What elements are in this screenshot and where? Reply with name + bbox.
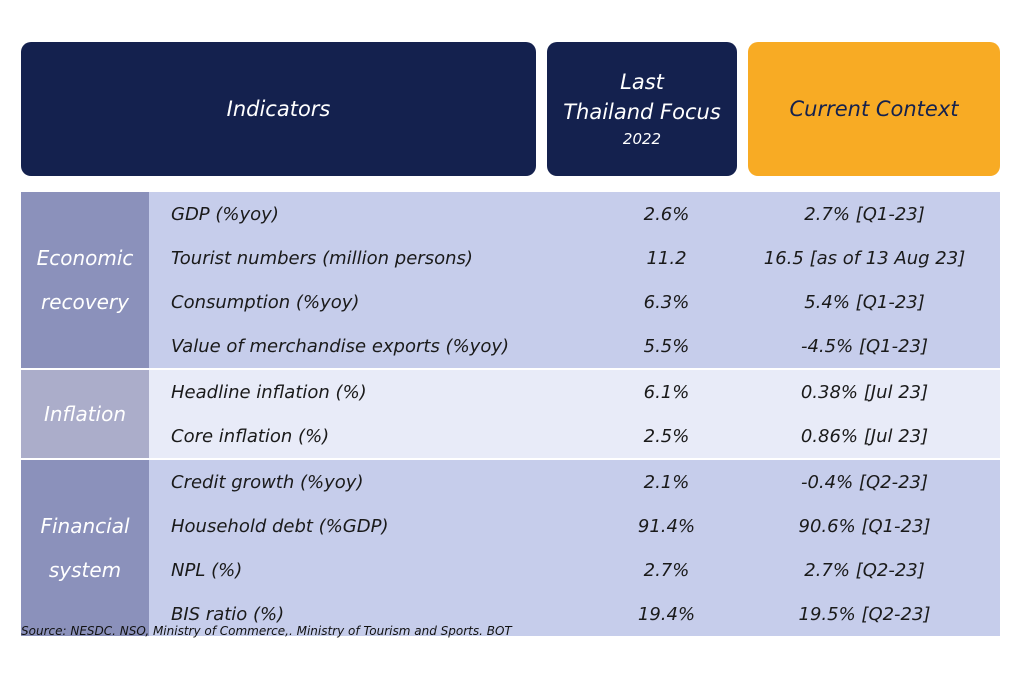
group-label: Economic recovery [21,192,149,368]
current-value-cell: 19.5% [Q2-23] [798,603,931,625]
current-value-cell: 2.7% [Q1-23] [804,203,925,225]
indicator-cell: Consumption (%yoy) [171,291,360,313]
group-label-line1: Financial [40,514,130,538]
last-value-cell: 2.5% [643,425,690,447]
indicators-table: Economic recovery GDP (%yoy) 2.6% 2.7% [… [21,192,1000,636]
group-financial-system: Financial system Credit growth (%yoy) 2.… [21,460,1000,636]
indicator-cell: Tourist numbers (million persons) [171,247,473,269]
indicator-cell: NPL (%) [171,559,243,581]
header-current-context: Current Context [748,42,1000,176]
group-label: Inflation [21,370,149,458]
indicator-cell: Household debt (%GDP) [171,515,389,537]
group-label-line2: recovery [41,290,129,314]
group-economic-recovery: Economic recovery GDP (%yoy) 2.6% 2.7% [… [21,192,1000,368]
current-value-cell: -4.5% [Q1-23] [800,335,928,357]
group-inflation: Inflation Headline inflation (%) 6.1% 0.… [21,370,1000,458]
last-value-cell: 6.1% [643,381,690,403]
current-value-cell: 5.4% [Q1-23] [804,291,925,313]
header-last-line1: Last [620,70,664,94]
last-value-cell: 2.7% [643,559,690,581]
header-indicators-label: Indicators [226,97,331,121]
table-row: NPL (%) 2.7% 2.7% [Q2-23] [149,548,1000,592]
header-last-thailand-focus: Last Thailand Focus 2022 [547,42,737,176]
group-divider [21,368,1000,370]
group-divider [21,458,1000,460]
header-last-line2: Thailand Focus [563,100,721,124]
table-row: BIS ratio (%) 19.4% 19.5% [Q2-23] [149,592,1000,636]
header-indicators: Indicators [21,42,536,176]
indicator-cell: Value of merchandise exports (%yoy) [171,335,510,357]
current-value-cell: 16.5 [as of 13 Aug 23] [763,247,966,269]
current-value-cell: 90.6% [Q1-23] [798,515,931,537]
indicator-cell: Credit growth (%yoy) [171,471,364,493]
current-value-cell: -0.4% [Q2-23] [800,471,928,493]
last-value-cell: 91.4% [637,515,696,537]
table-row: Household debt (%GDP) 91.4% 90.6% [Q1-23… [149,504,1000,548]
source-note: Source: NESDC. NSO, Ministry of Commerce… [21,624,512,638]
indicator-cell: Core inflation (%) [171,425,330,447]
group-label-line1: Economic [36,246,134,270]
table-row: Credit growth (%yoy) 2.1% -0.4% [Q2-23] [149,460,1000,504]
current-value-cell: 2.7% [Q2-23] [804,559,925,581]
indicator-cell: Headline inflation (%) [171,381,367,403]
table-row: Tourist numbers (million persons) 11.2 1… [149,236,1000,280]
last-value-cell: 6.3% [643,291,690,313]
table-row: Core inflation (%) 2.5% 0.86% [Jul 23] [149,414,1000,458]
header-current-label: Current Context [789,97,959,121]
current-value-cell: 0.86% [Jul 23] [800,425,929,447]
last-value-cell: 5.5% [643,335,690,357]
last-value-cell: 2.6% [643,203,690,225]
last-value-cell: 11.2 [646,247,687,269]
table-row: Value of merchandise exports (%yoy) 5.5%… [149,324,1000,368]
indicator-cell: BIS ratio (%) [171,603,285,625]
group-label: Financial system [21,460,149,636]
table-row: Headline inflation (%) 6.1% 0.38% [Jul 2… [149,370,1000,414]
table-row: Consumption (%yoy) 6.3% 5.4% [Q1-23] [149,280,1000,324]
current-value-cell: 0.38% [Jul 23] [800,381,929,403]
header-last-year: 2022 [622,130,662,148]
table-row: GDP (%yoy) 2.6% 2.7% [Q1-23] [149,192,1000,236]
last-value-cell: 19.4% [637,603,696,625]
group-label-line2: system [48,558,122,582]
indicator-cell: GDP (%yoy) [171,203,279,225]
last-value-cell: 2.1% [643,471,690,493]
group-label-line1: Inflation [43,402,127,426]
